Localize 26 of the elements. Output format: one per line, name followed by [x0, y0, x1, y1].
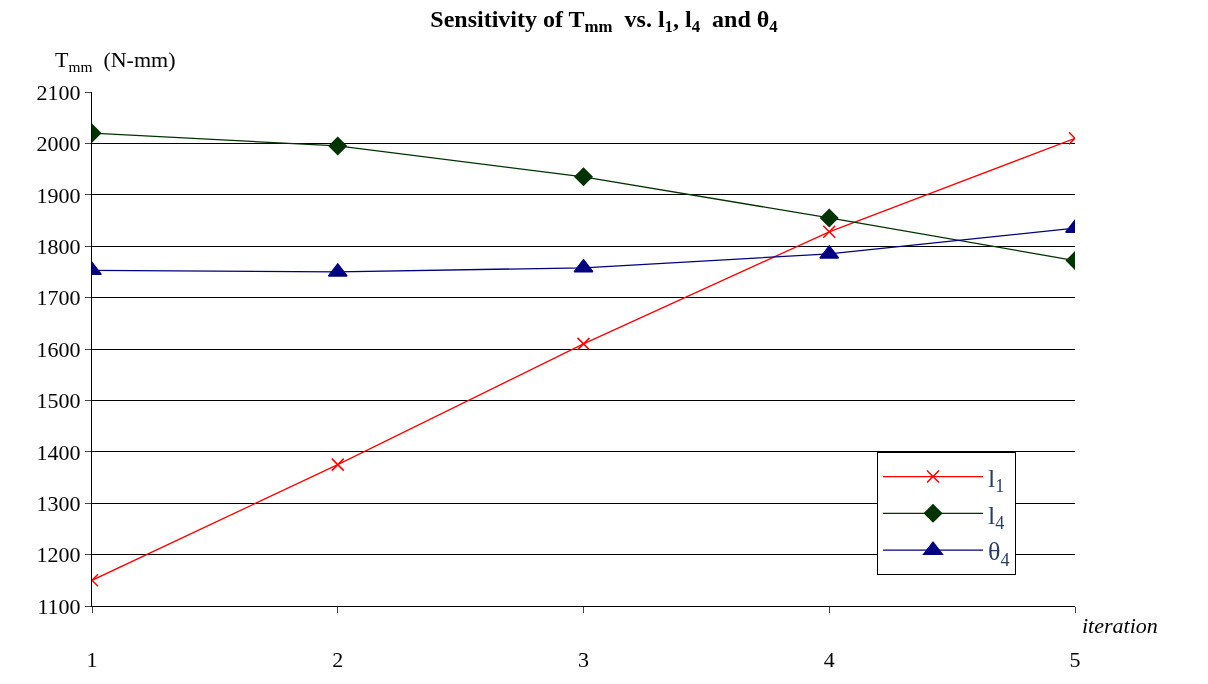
- x-tick-label: 4: [823, 647, 835, 673]
- y-tick-label: 1900: [36, 182, 81, 208]
- y-axis-title: T$_{mm}$ (N-mm): [55, 47, 176, 75]
- x-tick-label: 1: [86, 647, 98, 673]
- x-tick-label: 3: [578, 647, 589, 673]
- chart-title: Sensitivity of T$_{mm}$ vs. l$_{1}$, l$_{4}$ and θ$_{4}$: [430, 6, 779, 37]
- x-tick-label: 2: [332, 647, 344, 673]
- point: [822, 225, 836, 239]
- point: [576, 337, 591, 351]
- y-tick-label: 2000: [36, 131, 81, 157]
- x-tick-label: 5: [1069, 647, 1081, 673]
- y-tick-label: 1800: [36, 233, 81, 259]
- y-tick-label: 1300: [36, 490, 81, 516]
- y-tick-label: 1200: [36, 542, 81, 568]
- legend-label: l$_{4}$: [988, 500, 1005, 533]
- y-tick-label: 2100: [36, 79, 81, 105]
- y-tick-label: 1400: [36, 439, 81, 465]
- legend-label: θ$_{4}$: [988, 537, 1010, 570]
- y-tick-label: 1500: [36, 388, 81, 414]
- x-axis-title: iteration: [1082, 613, 1158, 638]
- point: [574, 167, 593, 187]
- y-tick-label: 1100: [37, 593, 81, 619]
- y-tick-label: 1700: [36, 285, 81, 311]
- legend-label: l$_{1}$: [988, 463, 1005, 497]
- point: [331, 457, 345, 472]
- y-tick-label: 1600: [36, 336, 81, 362]
